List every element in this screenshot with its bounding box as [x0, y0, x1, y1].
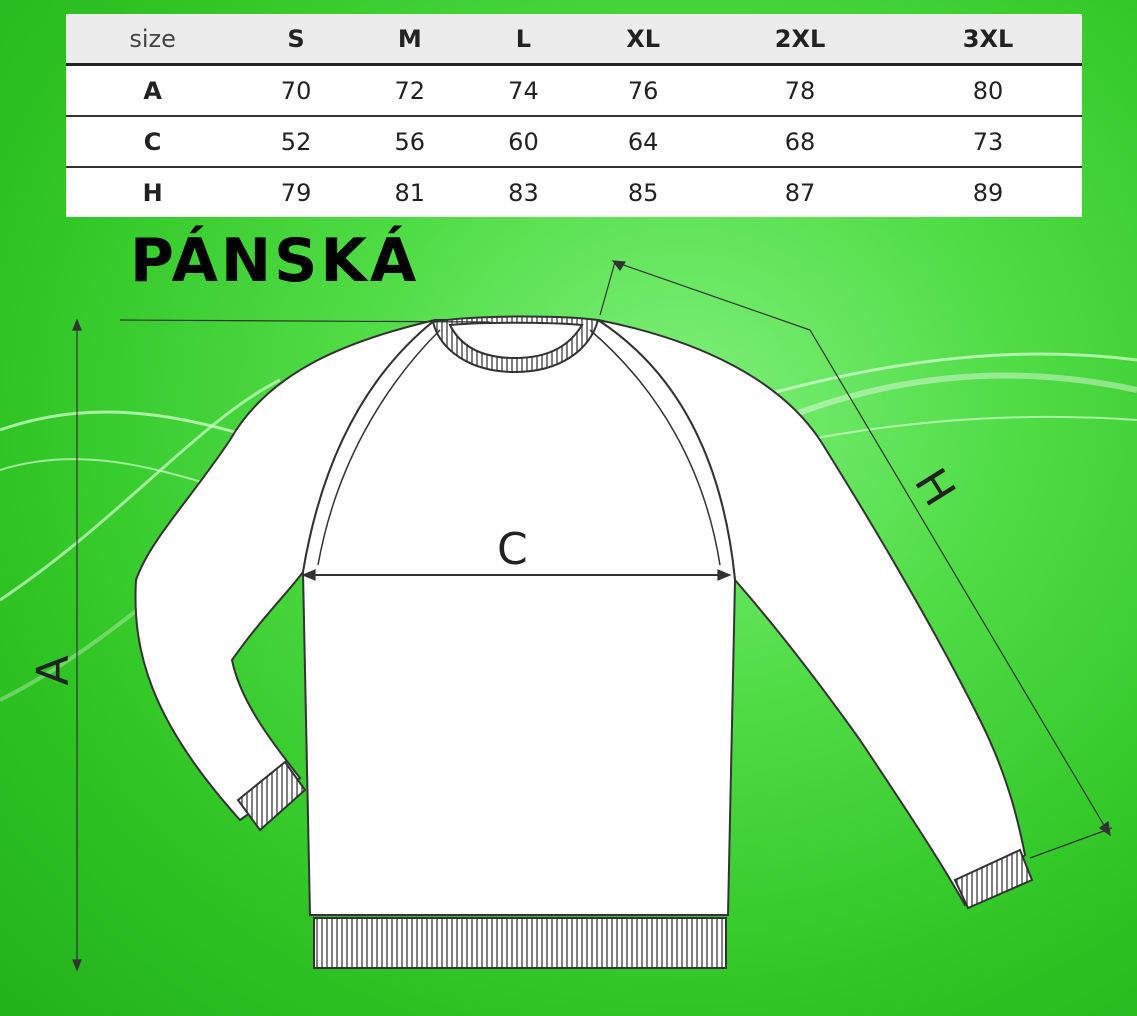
header-cell: M: [352, 14, 467, 66]
cell: 60: [466, 115, 581, 167]
row-label: C: [66, 115, 240, 167]
arrow-icon: [611, 260, 627, 272]
dimension-h-line: [614, 261, 1109, 833]
cell: 56: [352, 115, 467, 167]
table-row: C 52 56 60 64 68 73: [66, 115, 1082, 167]
shoulder-guide-line: [119, 319, 491, 323]
left-cuff: [236, 760, 307, 832]
label-c: C: [497, 524, 528, 575]
row-label: A: [143, 76, 162, 105]
cell: 85: [580, 166, 707, 217]
arrow-icon: [72, 318, 82, 331]
row-label: H: [66, 166, 240, 217]
cell: 76: [627, 76, 659, 105]
header-cell: size: [66, 14, 240, 66]
cell: 73: [894, 115, 1082, 167]
dimension-lines: [72, 260, 1113, 972]
arrow-icon: [72, 959, 82, 972]
header-cell: L: [466, 14, 581, 66]
page-title: PÁNSKÁ: [130, 226, 420, 296]
arrow-icon: [1098, 820, 1111, 837]
cell: 87: [706, 166, 895, 217]
cell: 68: [706, 115, 895, 167]
cell: 64: [580, 115, 707, 167]
cell: 52: [239, 115, 353, 167]
cell: 80: [972, 76, 1004, 105]
size-table: size S M L XL 2XL 3XL A 70 72 74 76 78 8…: [66, 14, 1082, 217]
cell: 83: [466, 166, 581, 217]
cell: 81: [352, 166, 467, 217]
table-header-row: size S M L XL 2XL 3XL: [66, 14, 1082, 66]
cell: 70: [280, 76, 312, 105]
arrow-icon: [717, 569, 732, 581]
arrow-icon: [301, 569, 316, 581]
cell: 79: [239, 166, 353, 217]
cell: 74: [508, 76, 539, 105]
sweatshirt-outline: [134, 315, 1034, 969]
right-cuff: [953, 848, 1034, 910]
hem-rib: [313, 917, 727, 969]
cell: 89: [894, 166, 1082, 217]
table-row: A 70 72 74 76 78 80: [66, 65, 1082, 117]
collar-inner: [448, 321, 584, 360]
cell: 78: [784, 76, 816, 105]
table-row: H 79 81 83 85 87 89: [66, 166, 1082, 217]
header-cell: 3XL: [894, 14, 1082, 66]
header-cell: 2XL: [706, 14, 895, 66]
header-cell: S: [239, 14, 353, 66]
label-a: A: [27, 655, 79, 686]
header-cell: XL: [580, 14, 707, 66]
cell: 72: [394, 76, 426, 105]
body: [301, 319, 737, 916]
